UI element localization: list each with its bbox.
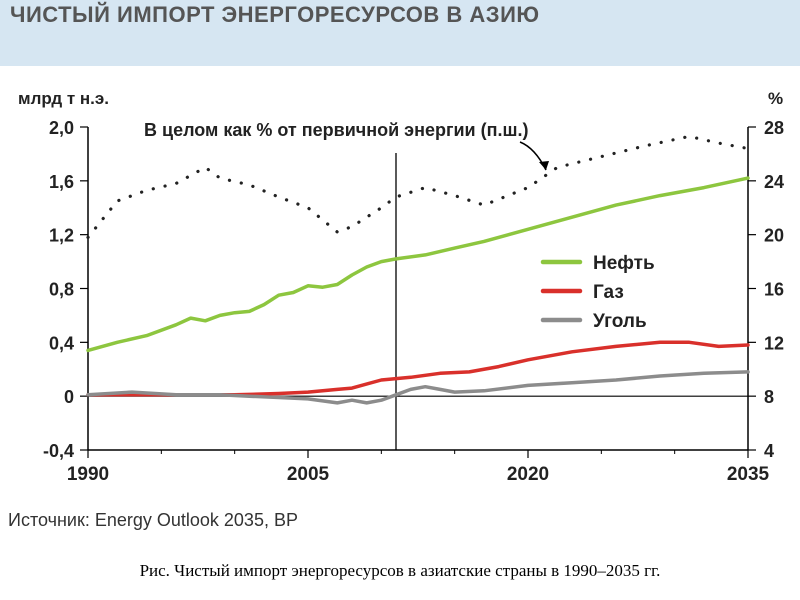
y-right-tick-label: 20: [764, 226, 784, 246]
x-tick-label: 2035: [727, 464, 770, 485]
legend-label-0: Нефть: [593, 253, 655, 274]
y-left-tick-label: 1,6: [49, 172, 74, 192]
legend-label-2: Уголь: [593, 311, 647, 332]
y-left-tick-label: -0,4: [43, 441, 74, 461]
chart-area: 2,0 1,6 1,2 0,8 0,4 0 -0,4 28 24 20 16 12 8 4 1990 2005…: [18, 89, 784, 485]
series-line-0: [86, 176, 750, 353]
y-left-axis-label: млрд т н.э.: [18, 89, 109, 108]
y-left-tick-label: 0,4: [49, 333, 74, 353]
x-tick-label: 1990: [67, 464, 109, 485]
chart-title: ЧИСТЫЙ ИМПОРТ ЭНЕРГОРЕСУРСОВ В АЗИЮ: [10, 2, 540, 27]
figure-caption: Рис. Чистый импорт энергоресурсов в азиа…: [139, 561, 661, 580]
annotation-arrowhead: [539, 161, 549, 170]
y-right-tick-label: 12: [764, 333, 784, 353]
x-tick-label: 2005: [287, 464, 330, 485]
series-line-1: [86, 340, 750, 397]
y-right-tick-label: 16: [764, 280, 784, 300]
y-right-tick-label: 8: [764, 387, 774, 407]
y-right-tick-label: 4: [764, 441, 774, 461]
y-right-axis-label: %: [768, 89, 783, 108]
y-left-tick-label: 2,0: [49, 118, 74, 138]
annotation-arrow: [519, 141, 547, 171]
source-note: Источник: Energy Outlook 2035, BP: [8, 510, 298, 530]
annotation-label: В целом как % от первичной энергии (п.ш.…: [144, 120, 528, 140]
y-left-tick-label: 0,8: [49, 280, 74, 300]
x-tick-label: 2020: [507, 464, 549, 485]
y-right-tick-label: 28: [764, 118, 784, 138]
legend-label-1: Газ: [593, 282, 624, 303]
series-line-3: [86, 134, 750, 239]
header-banner: ЧИСТЫЙ ИМПОРТ ЭНЕРГОРЕСУРСОВ В АЗИЮ: [0, 0, 800, 66]
y-right-tick-label: 24: [764, 172, 784, 192]
y-left-tick-label: 0: [64, 387, 74, 407]
series-line-2: [86, 370, 750, 405]
y-left-tick-label: 1,2: [49, 226, 74, 246]
